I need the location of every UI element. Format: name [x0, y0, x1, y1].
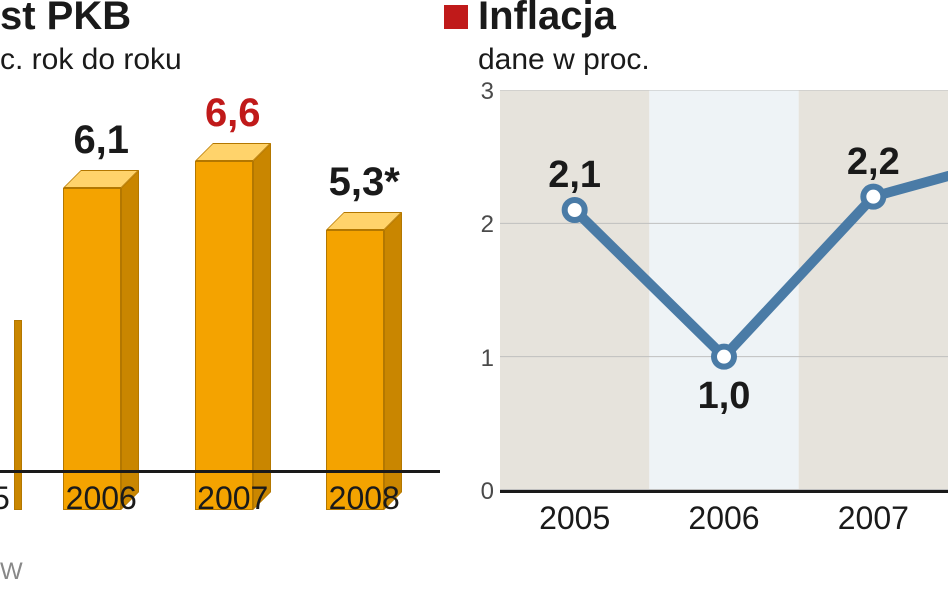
inflacja-bullet-icon [444, 5, 468, 29]
pkb-title: st PKB [0, 0, 131, 39]
inflacja-ytick-1: 1 [470, 345, 494, 373]
inflacja-title: Inflacja [478, 0, 616, 39]
pkb-footnote: W [0, 558, 23, 586]
inflacja-value-2006: 1,0 [664, 375, 784, 418]
pkb-x-labels: 2006 2007 2008 [0, 480, 430, 517]
pkb-leading-partial-year: 5 [0, 480, 10, 517]
pkb-bar-2006: 6,1 [43, 188, 159, 510]
inflacja-ytick-0: 0 [470, 478, 494, 506]
inflacja-ytick-3: 3 [470, 78, 494, 106]
pkb-bar-2008: 5,3* [306, 230, 422, 510]
inflacja-subtitle: dane w proc. [478, 43, 948, 77]
pkb-x-axis [0, 470, 440, 473]
pkb-bar-value-2008: 5,3* [284, 160, 444, 205]
pkb-bar-chart: 6,16,65,3* 200620072008 5 [0, 100, 440, 510]
pkb-x-label-2008: 2008 [306, 480, 422, 517]
pkb-x-label-2007: 2007 [175, 480, 291, 517]
inflacja-value-2007: 2,2 [813, 141, 933, 184]
inflacja-panel: Inflacja dane w proc. 0123 200520062007 … [440, 0, 948, 593]
pkb-panel: st PKB c. rok do roku 6,16,65,3* 2006200… [0, 0, 440, 593]
pkb-x-label-2006: 2006 [43, 480, 159, 517]
infographic-root: st PKB c. rok do roku 6,16,65,3* 2006200… [0, 0, 948, 593]
inflacja-x-label-2006: 2006 [649, 500, 798, 537]
pkb-bar-2007: 6,6 [175, 161, 291, 510]
inflacja-x-label-2007: 2007 [799, 500, 948, 537]
inflacja-x-labels: 200520062007 [500, 500, 948, 537]
pkb-bar-value-2007: 6,6 [153, 91, 313, 136]
inflacja-line-chart: 0123 200520062007 2,11,02,2 [470, 90, 948, 520]
inflacja-x-axis [500, 490, 948, 493]
pkb-subtitle: c. rok do roku [0, 43, 440, 77]
inflacja-value-2005: 2,1 [515, 154, 635, 197]
inflacja-x-label-2005: 2005 [500, 500, 649, 537]
inflacja-ytick-2: 2 [470, 211, 494, 239]
